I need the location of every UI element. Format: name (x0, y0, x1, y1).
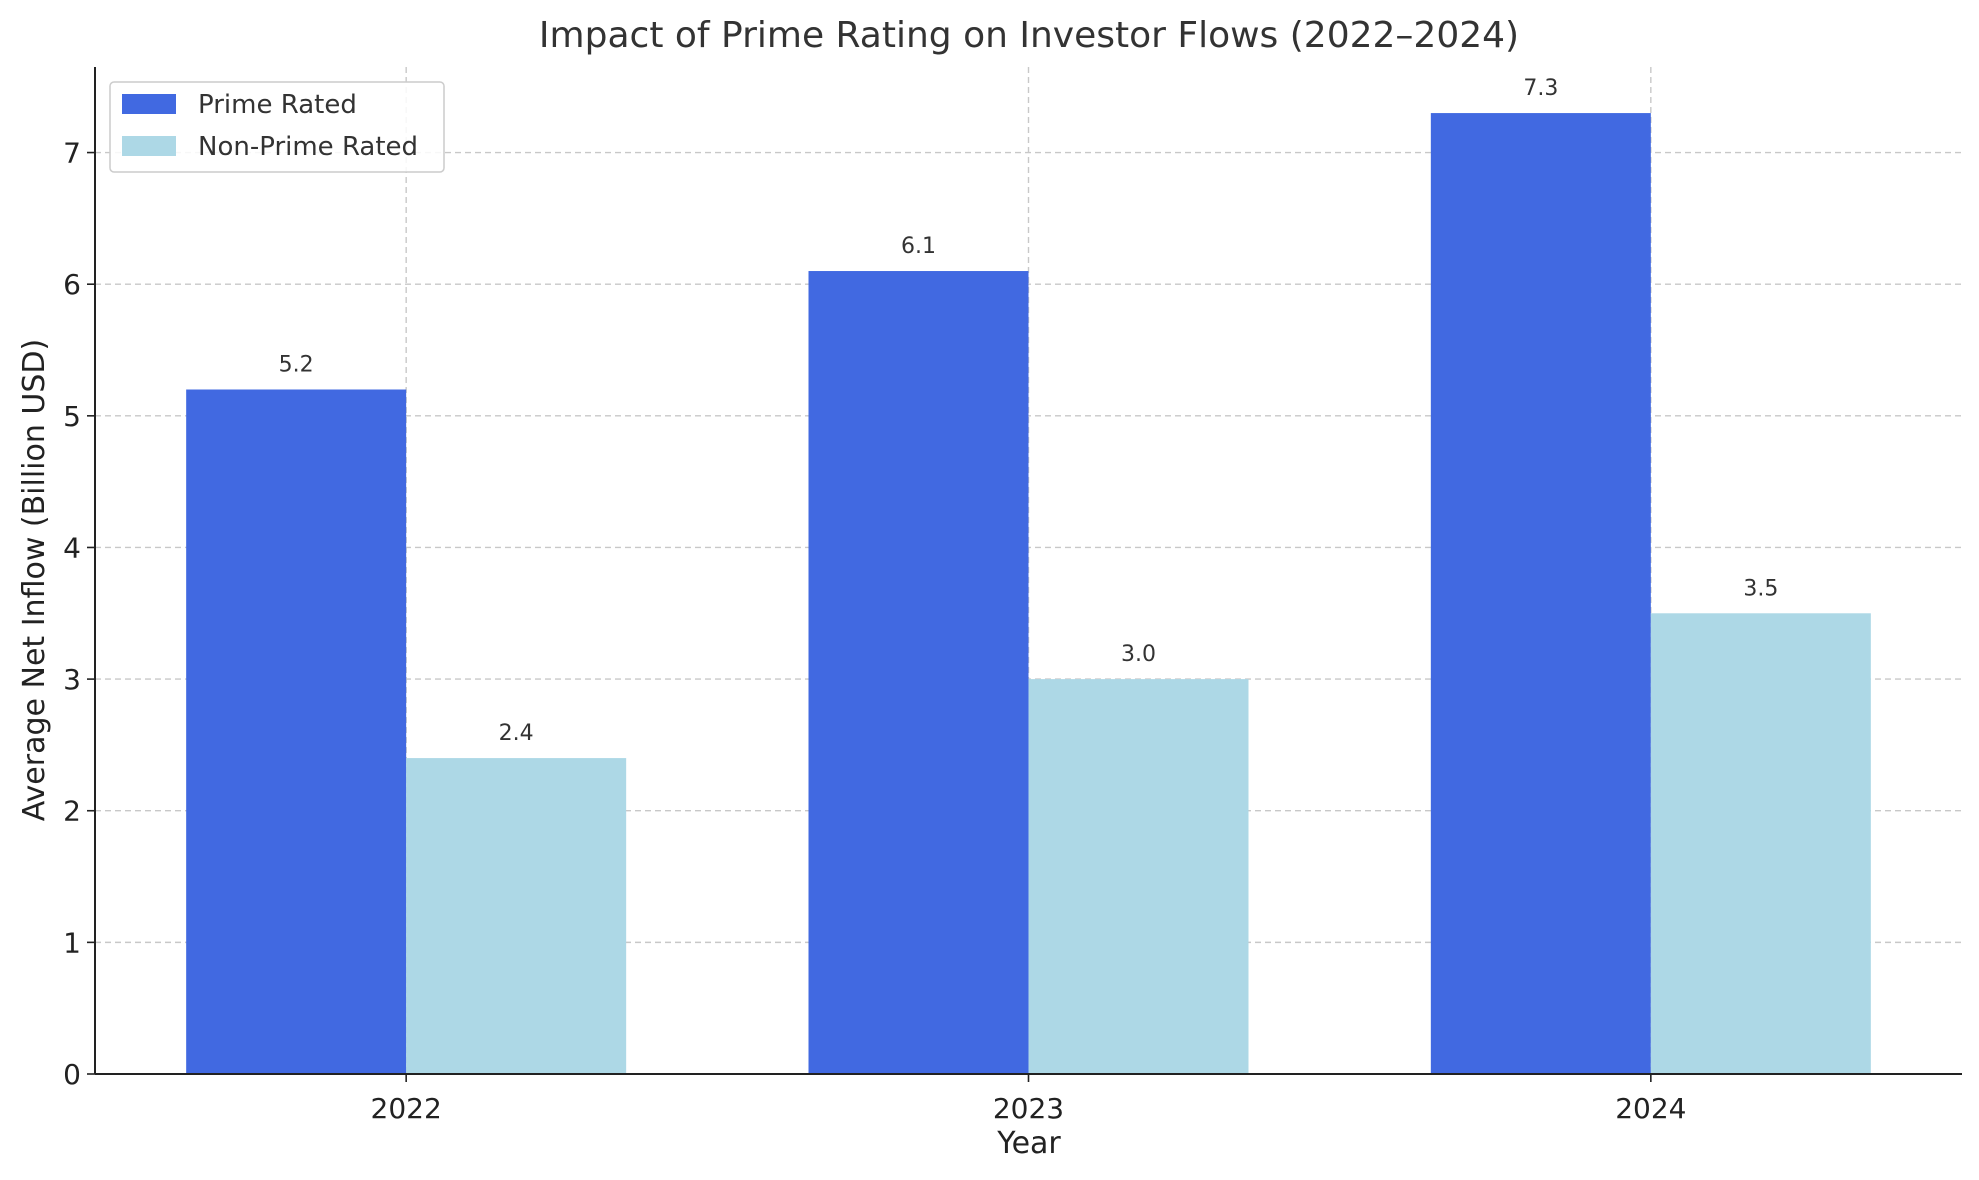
bar-value-label: 6.1 (901, 234, 936, 259)
bar-non-prime-rated-2024 (1650, 613, 1871, 1074)
y-axis-label: Average Net Inflow (Billion USD) (17, 339, 52, 821)
x-axis-label: Year (996, 1126, 1061, 1161)
y-tick-label: 5 (63, 400, 81, 433)
bar-value-label: 2.4 (499, 721, 534, 746)
x-tick-label: 2024 (1615, 1092, 1686, 1125)
bars-layer (186, 113, 1871, 1074)
chart-title: Impact of Prime Rating on Investor Flows… (539, 15, 1519, 56)
bar-value-label: 3.5 (1743, 576, 1778, 601)
y-tick-label: 7 (63, 137, 81, 170)
legend-label-prime-rated: Prime Rated (198, 90, 357, 120)
x-tick-label: 2022 (371, 1092, 442, 1125)
bar-non-prime-rated-2022 (406, 758, 627, 1074)
y-tick-label: 2 (63, 795, 81, 828)
axes-layer: 0 1 2 3 4 5 6 7 2022 2023 2024 (63, 67, 1962, 1125)
x-tick-label: 2023 (993, 1092, 1064, 1125)
legend-label-non-prime-rated: Non-Prime Rated (198, 132, 418, 162)
bar-non-prime-rated-2023 (1028, 679, 1249, 1074)
y-tick-label: 4 (63, 531, 81, 564)
legend: Prime Rated Non-Prime Rated (109, 81, 445, 173)
bar-prime-rated-2024 (1430, 113, 1651, 1074)
bar-prime-rated-2022 (186, 389, 407, 1074)
legend-box (109, 81, 445, 173)
legend-swatch-non-prime-rated (122, 136, 176, 156)
bar-value-label: 3.0 (1121, 642, 1156, 667)
bar-value-label: 7.3 (1523, 76, 1558, 101)
bar-value-label: 5.2 (279, 353, 314, 378)
y-tick-label: 6 (63, 268, 81, 301)
data-labels-layer: 5.2 6.1 7.3 2.4 3.0 3.5 (279, 76, 1779, 746)
y-tick-label: 0 (63, 1058, 81, 1091)
legend-swatch-prime-rated (122, 94, 176, 114)
bar-prime-rated-2023 (808, 271, 1029, 1074)
y-tick-label: 3 (63, 663, 81, 696)
y-tick-label: 1 (63, 926, 81, 959)
